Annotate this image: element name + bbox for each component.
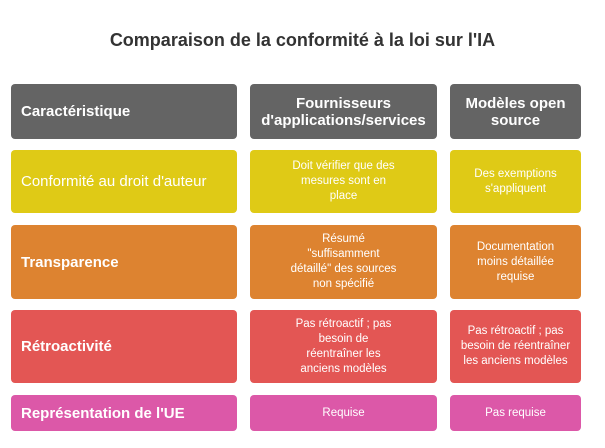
- row-retroactivity-providers: Pas rétroactif ; pas besoin de réentraîn…: [250, 310, 437, 383]
- row-eu-representation-providers: Requise: [250, 395, 437, 431]
- row-label-retroactivity: Rétroactivité: [11, 310, 237, 383]
- row-transparency-providers: Résumé "suffisamment détaillé" des sourc…: [250, 225, 437, 299]
- row-copyright-providers: Doit vérifier que des mesures sont en pl…: [250, 150, 437, 213]
- header-feature: Caractéristique: [11, 84, 237, 139]
- row-eu-representation-open-source: Pas requise: [450, 395, 581, 431]
- header-open-source: Modèles open source: [450, 84, 581, 139]
- row-label-eu-representation: Représentation de l'UE: [11, 395, 237, 431]
- row-transparency-open-source: Documentation moins détaillée requise: [450, 225, 581, 299]
- diagram-title: Comparaison de la conformité à la loi su…: [109, 30, 496, 50]
- row-retroactivity-open-source: Pas rétroactif ; pas besoin de réentraîn…: [450, 310, 581, 383]
- row-label-transparency: Transparence: [11, 225, 237, 299]
- header-providers: Fournisseurs d'applications/services: [250, 84, 437, 139]
- row-label-copyright: Conformité au droit d'auteur: [11, 150, 237, 213]
- row-copyright-open-source: Des exemptions s'appliquent: [450, 150, 581, 213]
